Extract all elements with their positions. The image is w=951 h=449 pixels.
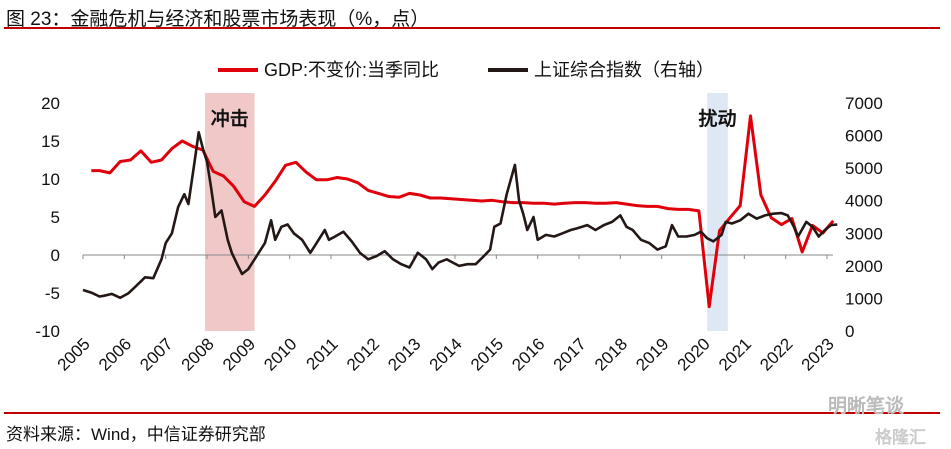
y-left-tick-label: 5 <box>51 208 60 227</box>
y-left-tick-label: 0 <box>51 246 60 265</box>
x-tick-label: 2010 <box>260 334 300 374</box>
y-left-tick-label: -5 <box>45 284 60 303</box>
x-tick-label: 2016 <box>508 334 548 374</box>
x-tick-label: 2020 <box>674 334 714 374</box>
y-right-tick-label: 1000 <box>845 289 883 308</box>
y-right-tick-label: 0 <box>845 322 854 341</box>
y-left-tick-label: -10 <box>35 322 60 341</box>
x-tick-label: 2006 <box>95 334 135 374</box>
y-left-tick-label: 15 <box>41 132 60 151</box>
x-tick-label: 2008 <box>178 334 218 374</box>
x-tick-label: 2007 <box>136 334 176 374</box>
y-right-tick-label: 2000 <box>845 257 883 276</box>
x-tick-label: 2021 <box>715 334 755 374</box>
watermark-gelonghui: 格隆汇 <box>875 428 926 447</box>
x-tick-label: 2023 <box>798 334 838 374</box>
y-left-tick-label: 10 <box>41 170 60 189</box>
x-tick-label: 2018 <box>591 334 631 374</box>
y-right-tick-label: 5000 <box>845 159 883 178</box>
x-tick-label: 2013 <box>384 334 424 374</box>
x-tick-label: 2011 <box>303 334 342 373</box>
x-tick-label: 2014 <box>426 334 466 374</box>
shaded-region-1 <box>707 93 728 331</box>
legend-label: 上证综合指数（右轴） <box>534 60 714 80</box>
source-rule <box>4 412 940 414</box>
series-line-sse <box>82 131 838 300</box>
figure-title: 图 23：金融危机与经济和股票市场表现（%，点） <box>6 9 430 30</box>
x-tick-label: 2017 <box>550 334 590 374</box>
title-rule <box>4 27 940 29</box>
x-tick-label: 2012 <box>343 334 383 374</box>
source-note: 资料来源：Wind，中信证券研究部 <box>6 425 266 444</box>
y-left-tick-label: 20 <box>41 94 60 113</box>
watermark-wechat: 明晰笔谈 <box>828 396 905 417</box>
x-tick-label: 2019 <box>632 334 672 374</box>
y-right-tick-label: 4000 <box>845 192 883 211</box>
y-right-tick-label: 6000 <box>845 127 883 146</box>
legend-label: GDP:不变价:当季同比 <box>264 60 439 80</box>
annotation-label: 冲击 <box>211 107 249 130</box>
series-line-gdp <box>91 114 835 309</box>
x-tick-label: 2015 <box>467 334 507 374</box>
shaded-region-0 <box>204 93 255 331</box>
x-tick-label: 2022 <box>756 334 796 374</box>
x-tick-label: 2009 <box>219 334 259 374</box>
y-right-tick-label: 3000 <box>845 224 883 243</box>
annotation-label: 扰动 <box>698 107 736 130</box>
y-right-tick-label: 7000 <box>845 94 883 113</box>
